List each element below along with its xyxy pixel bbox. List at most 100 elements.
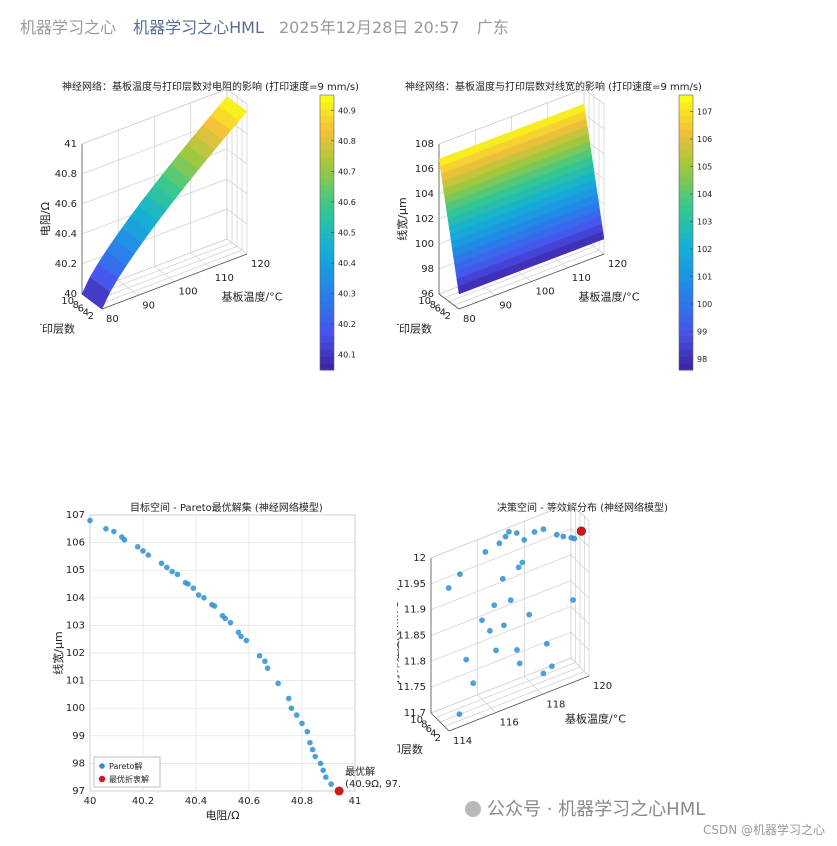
colorbar-segment — [320, 136, 334, 144]
colorbar-segment — [679, 356, 693, 364]
csdn-credit: CSDN @机器学习之心 — [702, 823, 825, 837]
pareto-point — [304, 728, 311, 735]
colorbar-segment — [320, 191, 334, 199]
solution-point — [540, 526, 547, 533]
colorbar-segment — [320, 363, 334, 371]
chart-linewidth-surface: 神经网络：基板温度与打印层数对线宽的影响 (打印速度=9 mm/s) 96 98 1… — [397, 70, 737, 410]
solution-point — [515, 564, 522, 571]
y-tick-label: 104 — [66, 593, 85, 604]
x-axis-label: 电阻/Ω — [205, 809, 239, 822]
colorbar-segment — [679, 239, 693, 247]
solution-point — [514, 647, 520, 653]
solution-point — [526, 611, 533, 618]
gridline — [430, 606, 572, 662]
z-tick-label: 40.6 — [55, 199, 77, 210]
colorbar-segment — [679, 211, 693, 220]
surface-patch — [237, 110, 248, 122]
pareto-point — [140, 548, 146, 554]
y-tick-label: 97 — [72, 786, 85, 797]
pareto-point — [222, 615, 228, 622]
solution-point — [499, 575, 506, 582]
colorbar-segment — [679, 273, 693, 282]
pareto-point — [121, 537, 128, 543]
colorbar-segment — [320, 239, 334, 247]
colorbar-tick-label: 106 — [697, 135, 712, 144]
legend-marker-optimal — [98, 775, 106, 783]
legend-entry: 最优折衷解 — [109, 774, 149, 784]
z-axis-label: 电阻/Ω — [40, 202, 52, 236]
pareto-point — [134, 543, 141, 550]
colorbar-segment — [320, 122, 334, 130]
colorbar-segment — [320, 156, 334, 165]
colorbar-segment — [320, 163, 334, 172]
y-axis-label: 打印层数 — [40, 321, 75, 335]
colorbar-frame — [678, 94, 694, 371]
colorbar-tick-label: 102 — [697, 245, 712, 254]
x-tick-label: 110 — [572, 273, 591, 284]
gridline — [430, 528, 572, 585]
colorbar-tick-label: 101 — [697, 273, 712, 282]
pareto-point — [238, 633, 244, 640]
x-tick-label: 40.8 — [291, 796, 313, 807]
gridline — [430, 657, 572, 714]
x-tick-label: 116 — [500, 718, 519, 729]
y-tick-label: 2 — [445, 311, 451, 322]
chart-title: 决策空间 - 等效解分布 (神经网络模型) — [497, 501, 668, 514]
colorbar-segment — [679, 191, 693, 199]
colorbar-segment — [320, 225, 334, 233]
colorbar-segment — [320, 280, 334, 288]
x-tick-label: 40 — [84, 796, 97, 807]
y-tick-label: 105 — [66, 565, 85, 576]
pareto-point — [312, 753, 319, 760]
chart-resistance-surface: 神经网络：基板温度与打印层数对电阻的影响 (打印速度=9 mm/s) 40 40.… — [40, 70, 380, 410]
colorbar-segment — [320, 129, 334, 137]
colorbar-segment — [679, 308, 693, 316]
colorbar-segment — [679, 95, 693, 103]
axis-line — [438, 293, 460, 310]
pareto-point — [195, 592, 202, 598]
z-tick-label: 98 — [421, 264, 434, 275]
colorbar-segment — [679, 156, 693, 165]
pareto-point — [164, 564, 170, 571]
linewidth-surface-svg: 神经网络：基板温度与打印层数对线宽的影响 (打印速度=9 mm/s) 96 98 1… — [397, 80, 712, 371]
colorbar-segment — [320, 308, 334, 316]
z-tick-label: 11.95 — [397, 579, 426, 590]
x-tick-label: 80 — [463, 314, 476, 325]
pareto-point — [293, 712, 300, 718]
colorbar-segment — [679, 349, 693, 357]
gridline — [96, 249, 243, 306]
colorbar-segment — [320, 253, 334, 261]
colorbar-segment — [679, 363, 693, 371]
account-link[interactable]: 机器学习之心HML — [133, 18, 264, 37]
pareto-point — [111, 528, 117, 535]
colorbar-segment — [679, 246, 693, 254]
colorbar-segment — [320, 349, 334, 357]
solution-point — [456, 711, 463, 718]
z-tick-label: 104 — [415, 189, 434, 200]
colorbar-segment — [679, 266, 693, 275]
colorbar-segment — [320, 328, 334, 337]
pareto-point — [323, 774, 329, 780]
x-tick-label: 40.6 — [238, 796, 260, 807]
pareto-point — [211, 603, 218, 609]
colorbar-tick-label: 40.2 — [338, 320, 356, 329]
colorbar-segment — [679, 101, 693, 110]
pareto-point — [320, 767, 327, 774]
x-tick-label: 90 — [499, 300, 512, 311]
solution-point — [493, 647, 499, 654]
y-tick-label: 102 — [66, 648, 85, 659]
chart-title: 神经网络：基板温度与打印层数对线宽的影响 (打印速度=9 mm/s) — [405, 80, 702, 93]
gridline — [81, 88, 228, 145]
pareto-point — [174, 571, 181, 578]
solution-point — [506, 528, 512, 535]
solution-point — [571, 535, 578, 542]
colorbar-segment — [679, 232, 693, 240]
colorbar-tick-label: 40.5 — [338, 229, 356, 238]
y-tick-label: 6 — [426, 724, 432, 735]
x-tick-label: 40.2 — [132, 796, 154, 807]
colorbar-segment — [679, 143, 693, 151]
pareto-point — [145, 552, 152, 558]
colorbar-segment — [679, 129, 693, 137]
y-tick-label: 4 — [430, 729, 436, 740]
gridline — [583, 88, 605, 105]
